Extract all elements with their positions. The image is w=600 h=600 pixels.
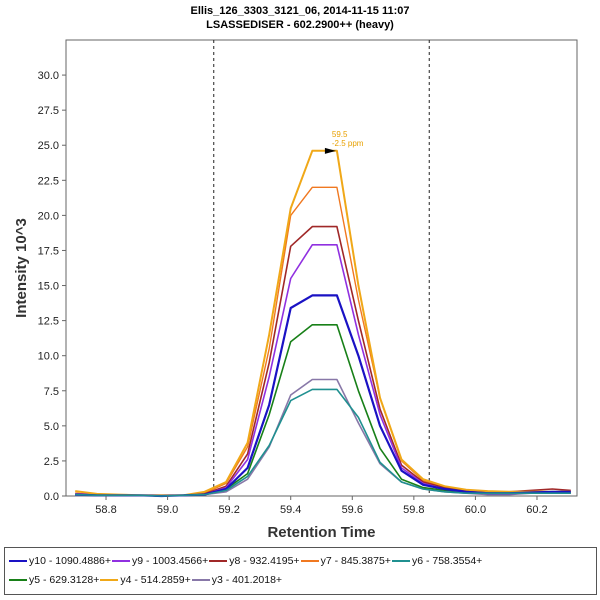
- y-tick-label: 15.0: [38, 281, 59, 293]
- peak-marker: [324, 147, 336, 154]
- chart-subtitle: LSASSEDISER - 602.2900++ (heavy): [206, 19, 394, 31]
- series-layer: [75, 149, 571, 498]
- legend-label: y9 - 1003.4566+: [132, 554, 209, 567]
- y-tick-label: 5.0: [44, 421, 59, 433]
- legend-swatch: [112, 559, 131, 562]
- x-tick-label: 59.8: [403, 504, 424, 516]
- x-tick-label: 59.4: [280, 504, 301, 516]
- legend-swatch: [9, 578, 27, 581]
- legend-swatch: [300, 559, 319, 562]
- legend-swatch: [191, 578, 210, 581]
- y-tick-label: 22.5: [38, 175, 59, 187]
- y-tick-label: 0.0: [44, 491, 59, 503]
- legend: y10 - 1090.4886+ y9 - 1003.4566+ y8 - 932.…: [4, 547, 597, 595]
- legend-label: y10 - 1090.4886+: [29, 554, 112, 567]
- peak-annotation: 59.5 -2.5 ppm: [324, 130, 364, 154]
- legend-row: y5 - 629.3128+ y4 - 514.2859+ y3 - 401.201…: [9, 570, 592, 589]
- legend-item: y5 - 629.3128+: [9, 574, 99, 586]
- x-tick-label: 60.0: [465, 504, 486, 516]
- chart-title: Ellis_126_3303_3121_06, 2014-11-15 11:07: [191, 5, 410, 17]
- x-axis: 58.8 59.0 59.2 59.4 59.6 59.8 60.0 60.2: [95, 496, 548, 516]
- y-tick-label: 12.5: [38, 316, 59, 328]
- legend-item: y7 - 845.3875+: [300, 554, 391, 567]
- legend-item: y3 - 401.2018+: [191, 573, 283, 586]
- legend-item: y8 - 932.4195+: [209, 554, 300, 567]
- y-tick-label: 20.0: [38, 210, 59, 222]
- legend-row: y10 - 1090.4886+ y9 - 1003.4566+ y8 - 932.…: [9, 551, 592, 570]
- plot-area: [65, 39, 578, 497]
- legend-swatch: [209, 559, 228, 562]
- legend-item: y6 - 758.3554+: [391, 554, 483, 567]
- y-tick-label: 27.5: [38, 105, 59, 117]
- y-axis: 0.0 2.5 5.0 7.5 10.0 12.5 15.0 17.5 20.0 22.5 25.0…: [38, 70, 66, 503]
- y-tick-label: 7.5: [44, 386, 59, 398]
- x-tick-label: 58.8: [95, 504, 116, 516]
- x-tick-label: 59.6: [342, 504, 363, 516]
- legend-label: y7 - 845.3875+: [320, 554, 391, 567]
- legend-swatch: [9, 559, 27, 562]
- x-axis-label: Retention Time: [267, 524, 375, 541]
- x-tick-label: 60.2: [526, 504, 547, 516]
- legend-label: y3 - 401.2018+: [211, 573, 283, 586]
- chart: Ellis_126_3303_3121_06, 2014-11-15 11:07…: [13, 5, 578, 541]
- legend-label: y8 - 932.4195+: [229, 554, 300, 567]
- y-tick-label: 10.0: [38, 351, 59, 363]
- y-tick-label: 30.0: [38, 70, 59, 82]
- x-tick-label: 59.0: [157, 504, 178, 516]
- legend-label: y4 - 514.2859+: [120, 573, 191, 586]
- legend-item: y10 - 1090.4886+: [9, 555, 111, 567]
- annotation-ppm: -2.5 ppm: [332, 139, 364, 148]
- legend-item: y4 - 514.2859+: [100, 573, 191, 586]
- x-tick-label: 59.2: [218, 504, 239, 516]
- legend-label: y5 - 629.3128+: [29, 573, 100, 586]
- legend-swatch: [100, 578, 119, 581]
- annotation-time: 59.5: [332, 130, 348, 139]
- legend-item: y9 - 1003.4566+: [112, 555, 208, 567]
- y-tick-label: 17.5: [38, 245, 59, 257]
- y-tick-label: 25.0: [38, 140, 59, 152]
- legend-swatch: [391, 559, 410, 562]
- series-line-y6: [75, 388, 571, 497]
- y-tick-label: 2.5: [44, 456, 59, 468]
- y-axis-label: Intensity 10^3: [13, 218, 30, 318]
- peak-boundaries: [213, 40, 430, 496]
- legend-label: y6 - 758.3554+: [411, 554, 483, 567]
